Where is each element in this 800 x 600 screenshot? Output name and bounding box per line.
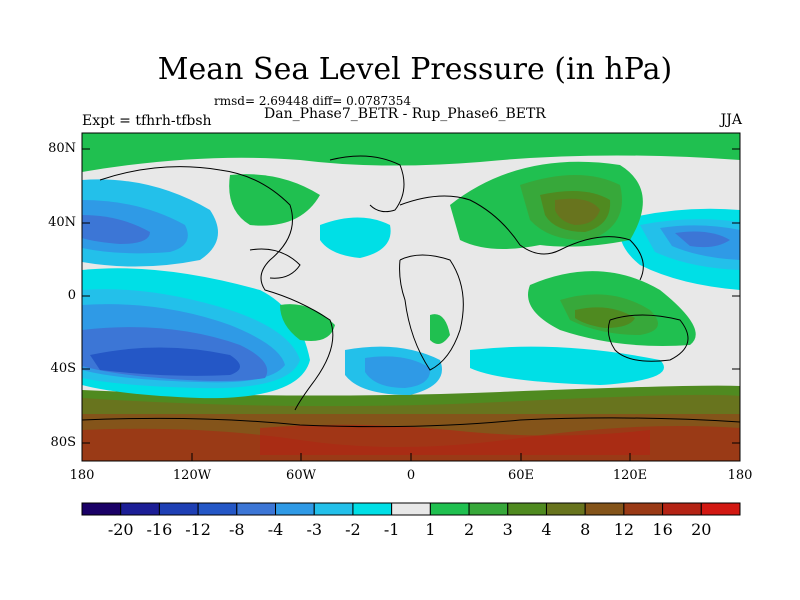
lon-tick-180w: 180 (69, 468, 95, 483)
colorbar (81, 502, 741, 516)
axis-ticks (81, 148, 741, 461)
contour-field (82, 133, 740, 461)
lon-tick-60e: 60E (507, 468, 535, 483)
colorbar-swatch (81, 502, 122, 516)
colorbar-tick-label: 2 (463, 520, 475, 539)
colorbar-swatch (700, 502, 741, 516)
lat-tick-80s: 80S (50, 435, 76, 450)
experiment-label: Expt = tfhrh-tfbsh (82, 113, 212, 129)
colorbar-swatch (236, 502, 277, 516)
colorbar-tick-label: 16 (652, 520, 673, 539)
colorbar-swatch (352, 502, 393, 516)
colorbar-swatch (275, 502, 315, 516)
colorbar-swatch (313, 502, 354, 516)
colorbar-swatch (662, 502, 702, 516)
lon-tick-120e: 120E (612, 468, 648, 483)
colorbar-swatch (507, 502, 547, 516)
lon-tick-0: 0 (406, 468, 416, 483)
colorbar-tick-label: 20 (691, 520, 712, 539)
lon-tick-60w: 60W (286, 468, 316, 483)
coastlines (82, 155, 740, 428)
colorbar-tick-label: -4 (267, 520, 284, 539)
colorbar-swatch (623, 502, 664, 516)
colorbar-swatch (545, 502, 586, 516)
colorbar-swatch (391, 502, 431, 516)
lat-tick-40s: 40S (50, 361, 76, 376)
colorbar-tick-label: -1 (383, 520, 400, 539)
colorbar-tick-label: 3 (502, 520, 513, 539)
colorbar-swatch (120, 502, 160, 516)
colorbar-swatch (197, 502, 238, 516)
lat-tick-40n: 40N (48, 215, 76, 230)
experiment-subtitle: Dan_Phase7_BETR - Rup_Phase6_BETR (264, 106, 546, 122)
stats-label: rmsd= 2.69448 diff= 0.0787354 (214, 94, 412, 108)
colorbar-swatch (429, 502, 470, 516)
colorbar-tick-label: 1 (425, 520, 436, 539)
colorbar-tick-label: 12 (613, 520, 635, 539)
colorbar-tick-label: 8 (580, 520, 591, 539)
colorbar-swatch (158, 502, 199, 516)
season-label: JJA (720, 112, 742, 128)
colorbar-tick-label: -16 (146, 520, 173, 539)
colorbar-swatch (584, 502, 625, 516)
colorbar-tick-label: -20 (107, 520, 134, 539)
lon-tick-120w: 120W (172, 468, 212, 483)
colorbar-swatch (468, 502, 509, 516)
colorbar-tick-label: 4 (541, 520, 552, 539)
lat-tick-0: 0 (67, 288, 76, 303)
colorbar-tick-label: -8 (229, 520, 245, 539)
colorbar-tick-label: -12 (185, 520, 211, 539)
lat-tick-80n: 80N (48, 141, 76, 156)
colorbar-tick-label: -2 (345, 520, 361, 539)
colorbar-tick-label: -3 (306, 520, 323, 539)
lon-tick-180e: 180 (727, 468, 753, 483)
map-title: Mean Sea Level Pressure (in hPa) (157, 52, 673, 87)
